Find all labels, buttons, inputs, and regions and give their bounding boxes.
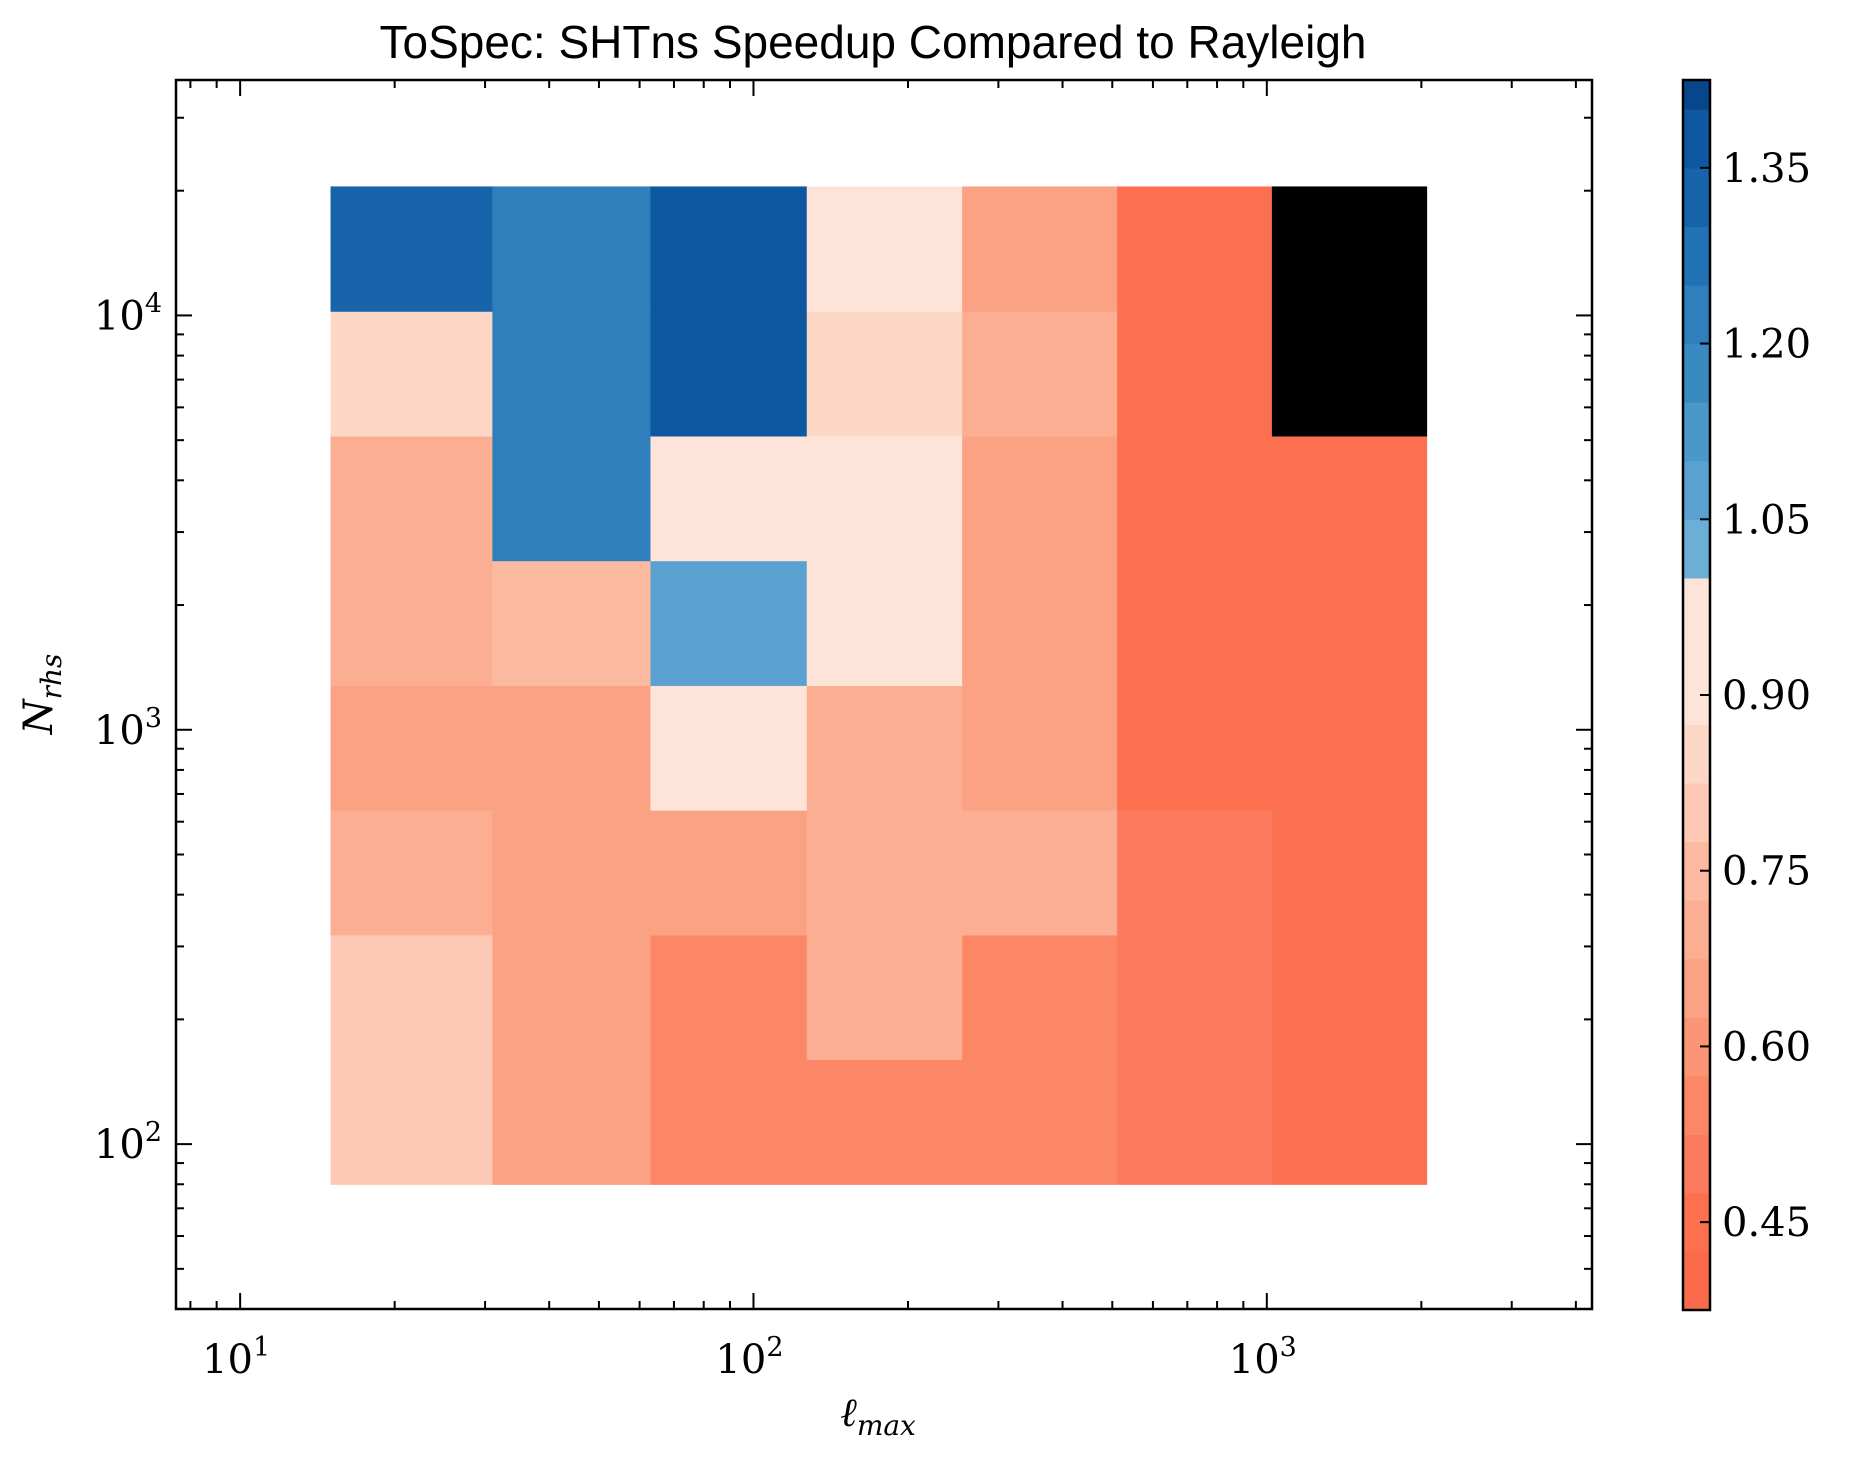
heatmap-cell bbox=[1117, 560, 1273, 686]
heatmap-cell bbox=[962, 560, 1118, 686]
colorbar-segment bbox=[1683, 577, 1710, 667]
colorbar-segment bbox=[1683, 900, 1710, 960]
heatmap-cell bbox=[962, 1059, 1118, 1185]
heatmap-cell bbox=[330, 311, 493, 437]
axes-frame bbox=[174, 78, 1594, 1311]
heatmap-cell bbox=[806, 810, 963, 936]
heatmap-cell bbox=[1117, 435, 1273, 562]
heatmap-cell bbox=[806, 435, 963, 562]
y-tick-label: 103 bbox=[94, 703, 162, 754]
heatmap-cell bbox=[492, 685, 652, 811]
heatmap-cell bbox=[650, 685, 808, 811]
heatmap-cell bbox=[962, 685, 1118, 811]
heatmap-cell bbox=[962, 311, 1118, 437]
heatmap-cell bbox=[330, 685, 493, 811]
heatmap-cell bbox=[1117, 810, 1273, 936]
heatmap-cell bbox=[1271, 186, 1428, 312]
colorbar-segment bbox=[1683, 460, 1710, 520]
heatmap-cell bbox=[806, 685, 963, 811]
heatmap-cell bbox=[492, 1059, 652, 1185]
heatmap-cell bbox=[1271, 934, 1428, 1061]
heatmap-cell bbox=[650, 311, 808, 437]
colorbar-segment bbox=[1683, 1134, 1710, 1194]
heatmap-cell bbox=[1117, 685, 1273, 811]
heatmap-cell bbox=[1271, 435, 1428, 562]
heatmap-cell bbox=[650, 934, 808, 1061]
heatmap-cell bbox=[330, 186, 493, 312]
y-tick-label: 102 bbox=[94, 1117, 162, 1168]
colorbar-segment bbox=[1683, 109, 1710, 169]
colorbar-segment bbox=[1683, 1075, 1710, 1135]
plot-area: 101 102 103 102 103 104 bbox=[94, 78, 1594, 1383]
heatmap-cell bbox=[330, 810, 493, 936]
colorbar-tick-label: 1.20 bbox=[1722, 322, 1811, 368]
heatmap-cell bbox=[962, 810, 1118, 936]
colorbar-tick-label: 0.60 bbox=[1722, 1024, 1811, 1070]
heatmap-cell bbox=[806, 186, 963, 312]
heatmap-cell bbox=[492, 186, 652, 312]
heatmap-cell bbox=[1117, 186, 1273, 312]
colorbar-segment bbox=[1683, 958, 1710, 1018]
colorbar: 0.45 0.60 0.75 0.90 1.05 1.20 1.35 bbox=[1681, 78, 1811, 1312]
x-tick-label: 103 bbox=[1229, 1332, 1297, 1383]
heatmap-cell bbox=[1271, 311, 1428, 437]
colorbar-segment bbox=[1683, 724, 1710, 784]
colorbar-tick-label: 0.45 bbox=[1722, 1200, 1811, 1246]
heatmap-cell bbox=[962, 186, 1118, 312]
heatmap-cell bbox=[330, 560, 493, 686]
heatmap-cell bbox=[330, 435, 493, 562]
colorbar-segment bbox=[1683, 80, 1710, 110]
heatmap-cell bbox=[806, 1059, 963, 1185]
heatmap-cell bbox=[1117, 311, 1273, 437]
heatmap-cell bbox=[492, 934, 652, 1061]
colorbar-tick-label: 0.90 bbox=[1722, 673, 1811, 719]
heatmap-cell bbox=[1271, 1059, 1428, 1185]
colorbar-tick-label: 1.35 bbox=[1722, 146, 1811, 192]
x-axis-label: ℓmax bbox=[840, 1390, 916, 1442]
heatmap-cell bbox=[650, 186, 808, 312]
heatmap-cell bbox=[650, 1059, 808, 1185]
heatmap-cell bbox=[650, 810, 808, 936]
heatmap-cell bbox=[492, 560, 652, 686]
heatmap-cell bbox=[806, 934, 963, 1061]
colorbar-segment bbox=[1683, 519, 1710, 579]
x-tick-label: 102 bbox=[715, 1332, 783, 1383]
colorbar-segment bbox=[1683, 402, 1710, 462]
heatmap-cell bbox=[962, 934, 1118, 1061]
heatmap-cell bbox=[1271, 560, 1428, 686]
heatmap-cell bbox=[330, 934, 493, 1061]
colorbar-tick-label: 1.05 bbox=[1722, 497, 1811, 543]
x-tick-label: 101 bbox=[202, 1332, 270, 1383]
colorbar-tick-label: 0.75 bbox=[1722, 849, 1811, 895]
colorbar-segment bbox=[1683, 226, 1710, 286]
heatmap-cell bbox=[492, 311, 652, 437]
heatmap-cell bbox=[492, 810, 652, 936]
y-tick-label: 104 bbox=[94, 288, 162, 339]
heatmap-cell bbox=[1271, 685, 1428, 811]
colorbar-segment bbox=[1683, 782, 1710, 843]
colorbar-segment bbox=[1683, 1251, 1710, 1311]
heatmap-cell bbox=[650, 435, 808, 562]
heatmap-cell bbox=[806, 311, 963, 437]
heatmap-cell bbox=[1117, 1059, 1273, 1185]
y-axis-label: Nrhs bbox=[16, 654, 68, 736]
heatmap-cell bbox=[330, 1059, 493, 1185]
heatmap-cell bbox=[962, 435, 1118, 562]
heatmap-cell bbox=[492, 435, 652, 562]
heatmap-cell bbox=[650, 560, 808, 686]
heatmap-cell bbox=[1271, 810, 1428, 936]
chart-title: ToSpec: SHTns Speedup Compared to Raylei… bbox=[379, 16, 1366, 68]
colorbar-segment bbox=[1683, 285, 1710, 345]
colorbar-segment bbox=[1683, 167, 1710, 228]
heatmap-cell bbox=[1117, 934, 1273, 1061]
heatmap-cell bbox=[806, 560, 963, 686]
colorbar-segment bbox=[1683, 343, 1710, 403]
